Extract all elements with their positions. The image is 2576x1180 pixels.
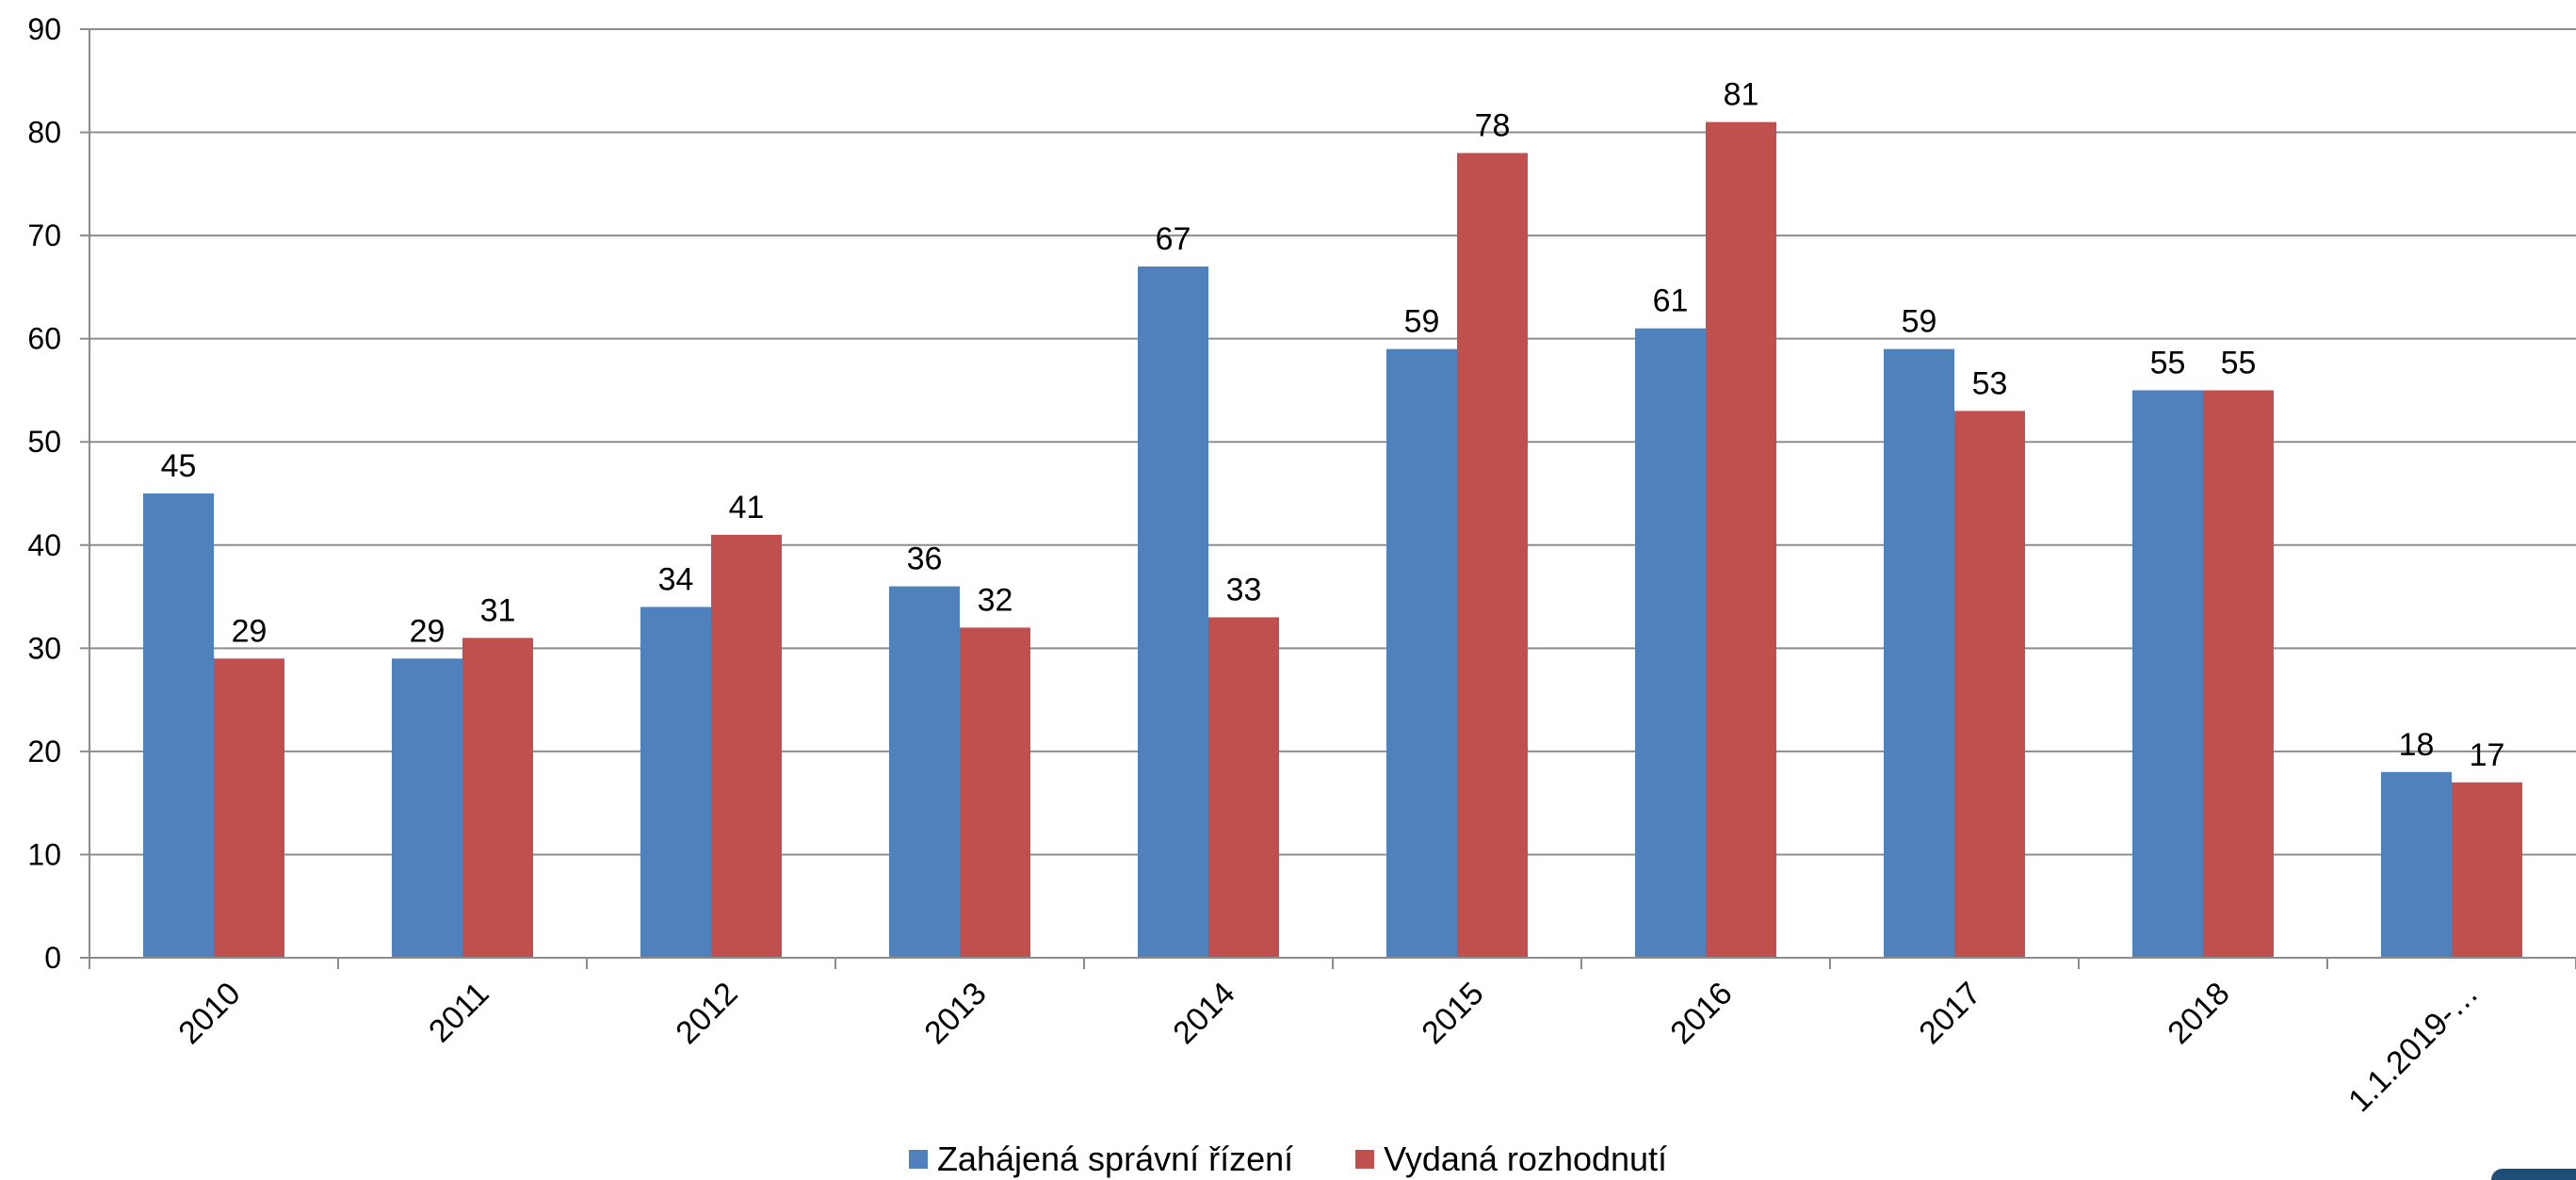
corner-logo-mark — [2491, 1169, 2576, 1180]
data-label: 55 — [2221, 345, 2257, 380]
y-tick-label: 10 — [27, 837, 61, 871]
bar — [1884, 348, 1954, 959]
x-tick-label: 2016 — [1663, 976, 1739, 1051]
data-label: 32 — [978, 582, 1013, 618]
bar — [462, 638, 533, 958]
bar — [1138, 266, 1208, 958]
bar — [960, 627, 1030, 958]
data-label: 41 — [729, 490, 765, 525]
data-label: 36 — [907, 542, 943, 577]
x-tick-label: 2013 — [917, 976, 993, 1051]
y-tick-label: 0 — [44, 941, 61, 975]
data-label: 59 — [1404, 304, 1440, 340]
bar — [2132, 390, 2203, 958]
y-tick-label: 20 — [27, 735, 61, 768]
data-label: 61 — [1653, 283, 1689, 319]
y-tick-label: 50 — [27, 425, 61, 459]
x-tick-labels: 2010 2011 2012 2013 2014 2015 2016 2017 2018 1.1.… — [171, 976, 2485, 1120]
x-tick-label: 2014 — [1166, 976, 1241, 1051]
legend-swatch — [1355, 1150, 1375, 1169]
y-tick-label: 40 — [27, 528, 61, 562]
data-label: 45 — [161, 448, 197, 484]
y-tick-label: 60 — [27, 322, 61, 356]
bar — [392, 658, 462, 958]
data-label: 59 — [1902, 304, 1937, 340]
data-label: 53 — [1972, 365, 2008, 401]
data-label: 55 — [2150, 345, 2186, 380]
legend-item-series-1: Vydaná rozhodnutí — [1355, 1140, 1667, 1179]
bars — [143, 121, 2522, 959]
axes — [80, 28, 2576, 969]
x-tick-label: 2015 — [1415, 976, 1490, 1051]
data-label: 31 — [480, 592, 516, 628]
bar — [1635, 328, 1706, 958]
legend-label: Vydaná rozhodnutí — [1384, 1140, 1668, 1178]
data-label: 29 — [410, 613, 446, 649]
legend: Zahájená správní řízení Vydaná rozhodnut… — [0, 1138, 2576, 1179]
legend-label: Zahájená správní řízení — [936, 1140, 1294, 1178]
data-label: 67 — [1156, 221, 1191, 257]
bar — [143, 493, 214, 958]
bar — [2452, 782, 2522, 958]
data-label: 78 — [1475, 107, 1511, 143]
x-tick-label: 2018 — [2161, 976, 2236, 1051]
bar — [640, 606, 711, 958]
data-label: 81 — [1724, 77, 1759, 113]
data-label: 33 — [1226, 572, 1262, 607]
data-labels: 45 29 34 36 67 59 61 59 55 18 29 31 41 32 33 78 81 53 55 17 — [161, 77, 2505, 773]
y-tick-label: 30 — [27, 631, 61, 665]
bar — [1706, 121, 1776, 959]
legend-swatch — [908, 1150, 928, 1169]
x-tick-label: 1.1.2019-… — [2341, 976, 2486, 1120]
x-tick-label: 2017 — [1912, 976, 1987, 1051]
bar-chart: 0 10 20 30 40 50 60 70 80 90 2010 2011 2012 2013 2014… — [27, 12, 2576, 1120]
bar — [1954, 411, 2025, 958]
bar — [214, 658, 284, 958]
bar — [2381, 771, 2452, 958]
y-tick-label: 80 — [27, 116, 61, 150]
x-tick-label: 2010 — [171, 976, 247, 1051]
y-tick-label: 90 — [27, 12, 61, 46]
x-tick-label: 2012 — [669, 976, 744, 1051]
bar — [1208, 617, 1279, 958]
legend-item-series-0: Zahájená správní řízení — [908, 1140, 1294, 1179]
bar — [711, 534, 782, 958]
y-tick-label: 70 — [27, 218, 61, 252]
y-tick-labels: 0 10 20 30 40 50 60 70 80 90 — [27, 12, 61, 975]
data-label: 18 — [2399, 727, 2435, 763]
bar — [889, 586, 960, 958]
bar — [2203, 390, 2274, 958]
data-label: 17 — [2470, 737, 2505, 773]
data-label: 34 — [658, 562, 694, 598]
x-tick-label: 2011 — [422, 976, 496, 1050]
bar — [1457, 153, 1528, 958]
bar — [1386, 348, 1457, 959]
data-label: 29 — [232, 613, 267, 649]
